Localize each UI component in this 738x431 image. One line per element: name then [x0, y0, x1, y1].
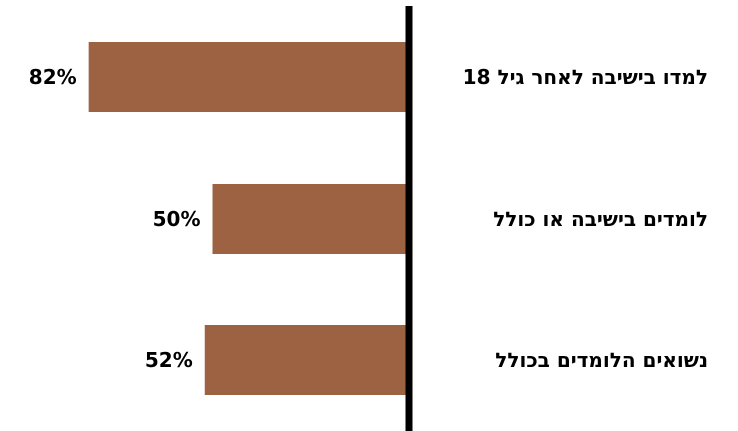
- category-label-1: למדו בישיבה לאחר גיל 18: [463, 65, 708, 89]
- bar-1: [88, 42, 406, 112]
- value-label-3: 52%: [145, 348, 193, 372]
- category-label-3: נשואים הלומדים בכולל: [495, 348, 708, 372]
- bars-group: [88, 42, 406, 395]
- category-labels-group: למדו בישיבה לאחר גיל 18 לומדים בישיבה או …: [463, 65, 708, 372]
- value-label-1: 82%: [29, 65, 77, 89]
- value-label-2: 50%: [153, 207, 201, 231]
- bar-3: [204, 325, 406, 395]
- bar-2: [212, 184, 406, 254]
- value-labels-group: 82% 50% 52%: [29, 65, 201, 372]
- category-label-2: לומדים בישיבה או כולל: [493, 207, 708, 231]
